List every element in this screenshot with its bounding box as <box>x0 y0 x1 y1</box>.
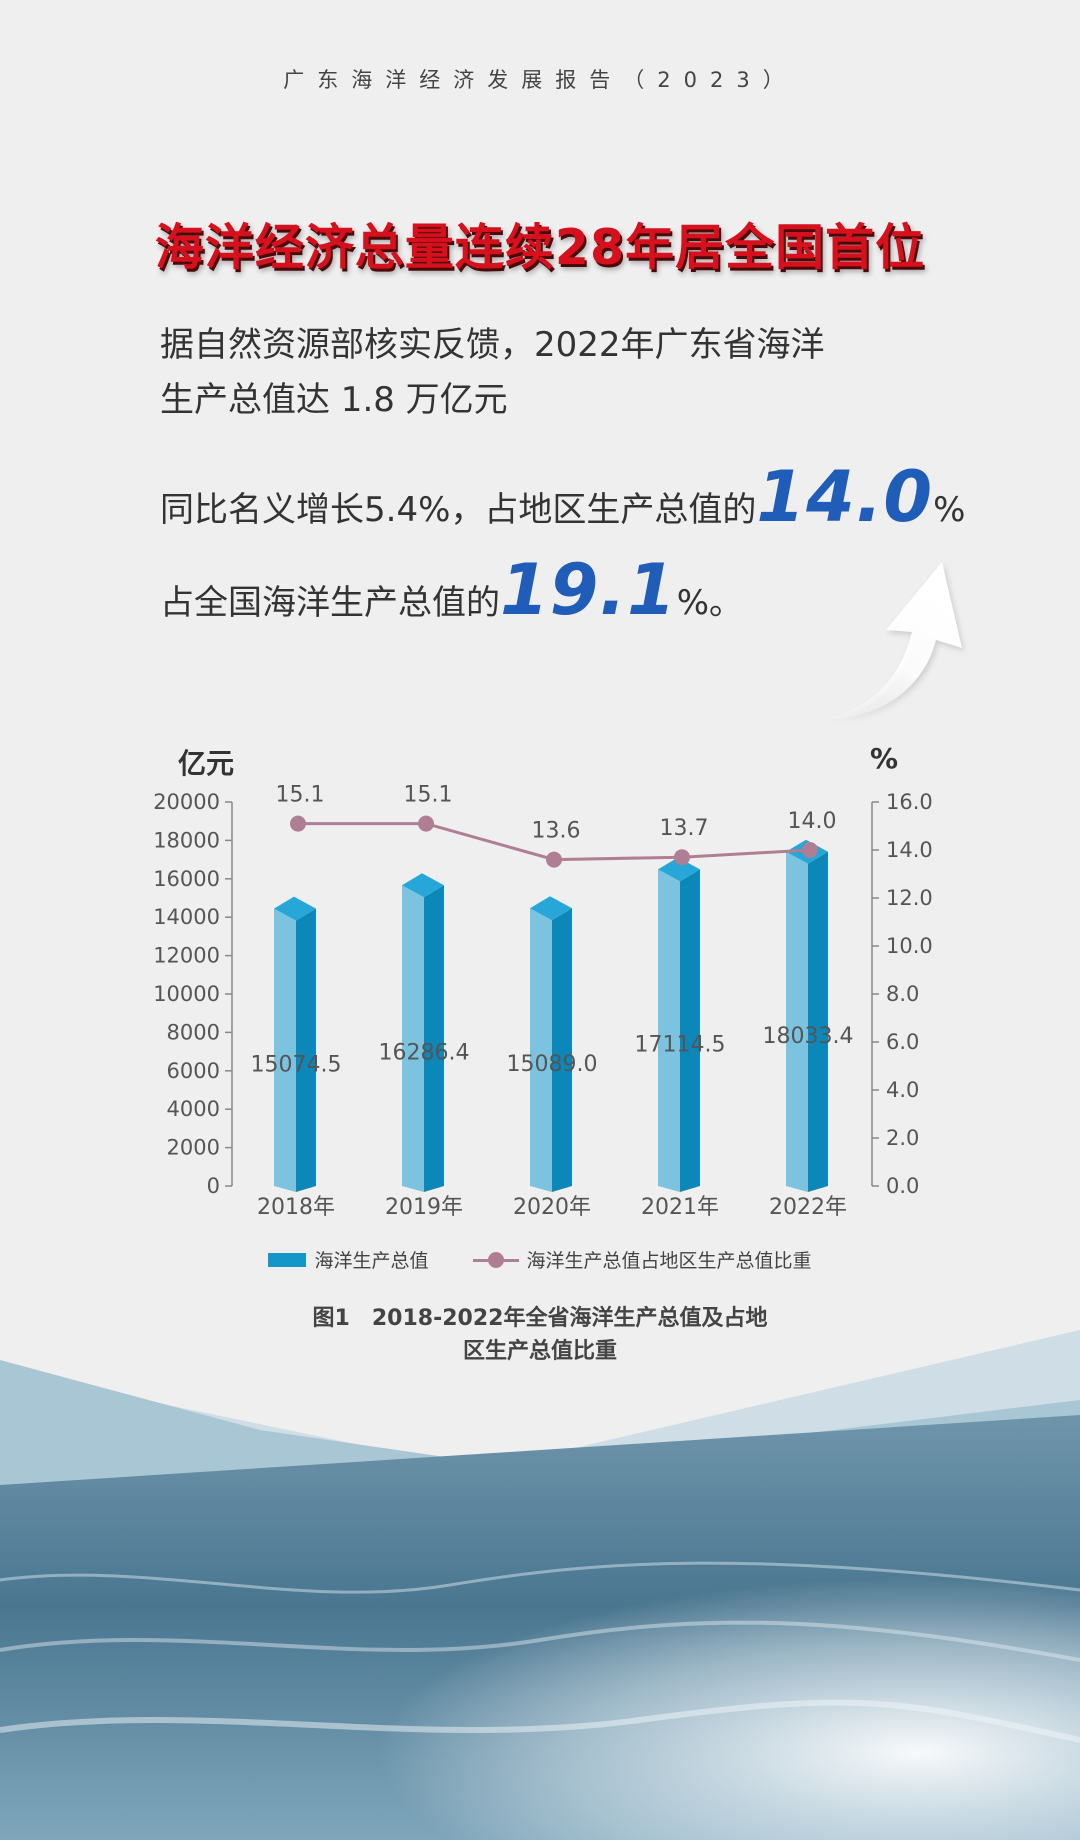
regional-share-value: 14.0 <box>756 456 934 538</box>
bar-value-label: 15074.5 <box>251 1052 342 1077</box>
bar-front-face <box>530 908 552 1192</box>
figure-caption: 图1 2018-2022年全省海洋生产总值及占地 区生产总值比重 <box>0 1302 1080 1368</box>
intro-line-3: 同比名义增长5.4%，占地区生产总值的14.0% <box>160 455 965 539</box>
right-axis-tick-label: 12.0 <box>886 886 933 910</box>
intro-line-3-suffix: % <box>933 490 966 530</box>
bar-value-label: 17114.5 <box>635 1033 726 1058</box>
chart-plot: 0 2000 4000 6000 8000 10000 12000 14000 16000 180… <box>153 783 933 1220</box>
left-axis-tick-label: 20000 <box>153 790 220 814</box>
left-axis-tick-label: 2000 <box>167 1136 220 1160</box>
bar-top-face <box>530 896 572 921</box>
bar-side-face <box>552 908 572 1192</box>
bar-side-face <box>296 908 316 1192</box>
left-axis-tick-label: 18000 <box>153 828 220 852</box>
bar-value-label: 16286.4 <box>379 1041 470 1066</box>
share-value-label: 15.1 <box>276 783 325 808</box>
left-axis-unit: 亿元 <box>178 747 235 780</box>
share-value-label: 13.6 <box>532 819 581 844</box>
share-value-label: 13.7 <box>660 816 709 841</box>
left-axis-tick-label: 0 <box>207 1174 220 1198</box>
share-point <box>290 815 306 832</box>
x-axis-category-label: 2018年 <box>257 1195 335 1220</box>
legend-item-line: 海洋生产总值占地区生产总值比重 <box>472 1246 812 1273</box>
bar-top-face <box>402 873 444 898</box>
bar-side-face <box>808 851 828 1192</box>
share-point <box>802 842 818 858</box>
headline: 海洋经济总量连续28年居全国首位 <box>154 219 926 276</box>
share-point <box>546 851 562 868</box>
left-axis-tick-label: 16000 <box>153 867 220 891</box>
intro-line-4-suffix: %。 <box>676 583 744 623</box>
intro-line-1: 据自然资源部核实反馈，2022年广东省海洋 <box>160 325 825 365</box>
bar-side-face <box>424 885 444 1192</box>
left-axis-tick-label: 4000 <box>167 1097 220 1121</box>
right-axis-tick-label: 6.0 <box>886 1030 919 1054</box>
share-value-label: 14.0 <box>788 809 837 834</box>
intro-line-2: 生产总值达 1.8 万亿元 <box>160 380 508 420</box>
bar-front-face <box>786 851 808 1192</box>
left-axis-tick-label: 8000 <box>167 1020 220 1044</box>
bar-value-label: 18033.4 <box>763 1024 854 1049</box>
left-axis-tick-label: 10000 <box>153 982 220 1006</box>
right-axis-tick-label: 8.0 <box>886 982 919 1006</box>
chart-legend: 海洋生产总值 海洋生产总值占地区生产总值比重 <box>0 1246 1080 1273</box>
share-point <box>418 815 434 832</box>
bar-front-face <box>658 869 680 1192</box>
report-header: 广东海洋经济发展报告（2023） <box>283 68 797 92</box>
intro-line-4: 占全国海洋生产总值的19.1%。 <box>160 548 743 632</box>
x-axis-category-label: 2021年 <box>641 1195 719 1220</box>
legend-line-swatch <box>472 1250 519 1270</box>
left-axis-tick-label: 6000 <box>167 1059 220 1083</box>
up-arrow-icon <box>820 562 962 720</box>
x-axis-category-label: 2022年 <box>769 1195 847 1220</box>
bar-front-face <box>402 885 424 1192</box>
right-axis-tick-label: 10.0 <box>886 934 933 958</box>
bar-top-face <box>274 896 316 921</box>
right-axis-unit: % <box>870 742 899 775</box>
ocean-background <box>0 1330 1080 1840</box>
bar-top-face <box>658 857 700 882</box>
left-axis-tick-label: 12000 <box>153 944 220 968</box>
right-axis-tick-label: 2.0 <box>886 1126 919 1150</box>
legend-line-label: 海洋生产总值占地区生产总值比重 <box>526 1250 812 1272</box>
left-axis-tick-label: 14000 <box>153 905 220 929</box>
intro-line-3-prefix: 同比名义增长5.4%，占地区生产总值的 <box>160 490 757 530</box>
right-axis-tick-label: 14.0 <box>886 838 933 862</box>
bar-side-face <box>680 869 700 1192</box>
intro-line-4-prefix: 占全国海洋生产总值的 <box>160 583 500 623</box>
caption-line-1: 图1 2018-2022年全省海洋生产总值及占地 <box>312 1306 768 1331</box>
share-point <box>674 849 690 866</box>
right-axis-tick-label: 0.0 <box>886 1174 919 1198</box>
caption-line-2: 区生产总值比重 <box>462 1339 617 1364</box>
x-axis-category-label: 2019年 <box>385 1195 463 1220</box>
legend-item-bar: 海洋生产总值 <box>268 1246 429 1273</box>
share-value-label: 15.1 <box>404 783 453 808</box>
legend-bar-swatch <box>268 1252 307 1267</box>
right-axis-tick-label: 4.0 <box>886 1078 919 1102</box>
bar-value-label: 15089.0 <box>507 1052 598 1077</box>
x-axis-category-label: 2020年 <box>513 1195 591 1220</box>
right-axis-tick-label: 16.0 <box>886 790 933 814</box>
bar-front-face <box>274 908 296 1192</box>
national-share-value: 19.1 <box>500 549 677 631</box>
legend-bar-label: 海洋生产总值 <box>314 1250 429 1272</box>
